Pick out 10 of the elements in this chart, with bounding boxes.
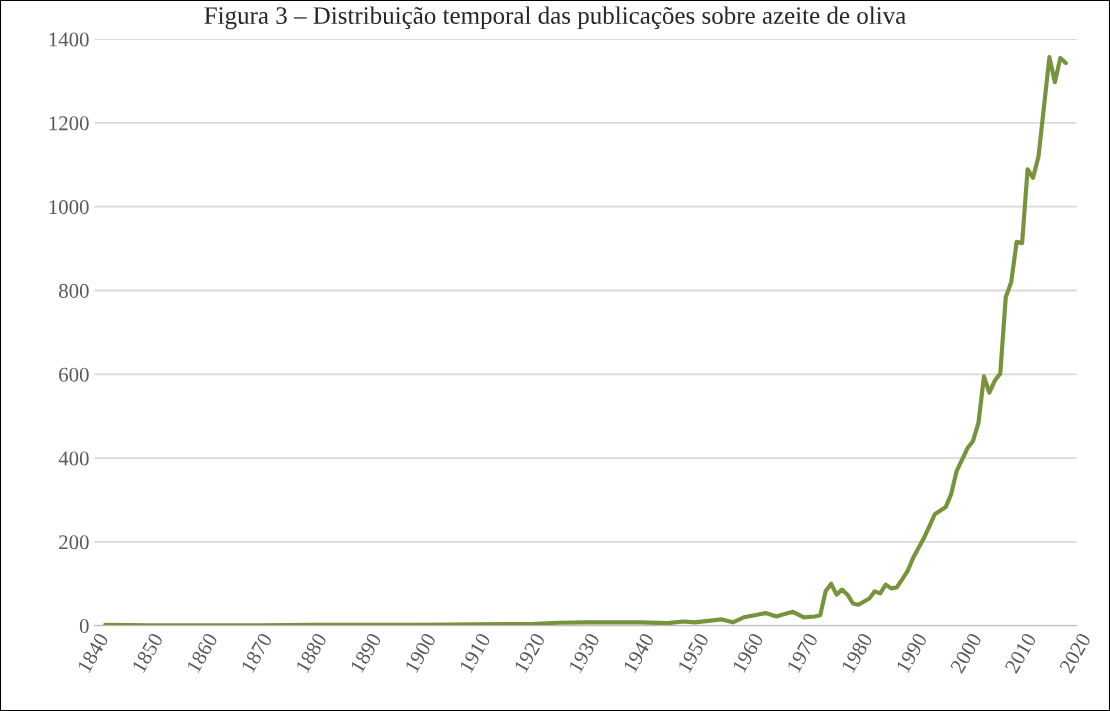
y-tick-label: 1200 xyxy=(49,116,89,131)
chart-title: Figura 3 – Distribuição temporal das publicações sobre azeite de oliva xyxy=(204,6,906,30)
y-tick-label: 200 xyxy=(59,535,89,550)
y-tick-label: 600 xyxy=(59,367,89,382)
y-tick-label: 400 xyxy=(58,451,89,466)
y-tick-label: 1400 xyxy=(49,32,89,47)
y-tick-label: 0 xyxy=(79,619,89,634)
y-tick-label: 800 xyxy=(59,283,89,298)
y-tick-label: 1000 xyxy=(49,200,89,215)
line-series xyxy=(103,55,1068,626)
